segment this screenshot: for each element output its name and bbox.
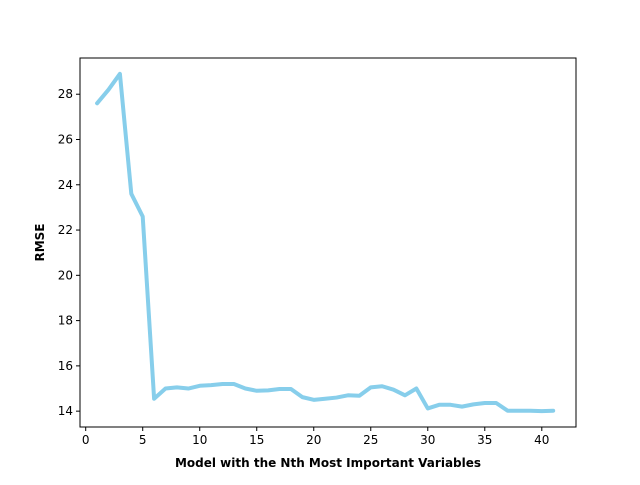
x-tick-label: 30 bbox=[420, 433, 435, 447]
x-tick-label: 35 bbox=[477, 433, 492, 447]
y-tick-label: 22 bbox=[58, 223, 73, 237]
y-tick-label: 20 bbox=[58, 268, 73, 282]
x-tick-label: 5 bbox=[139, 433, 147, 447]
y-tick-label: 14 bbox=[58, 404, 73, 418]
x-tick-label: 20 bbox=[306, 433, 321, 447]
series-line-0 bbox=[95, 71, 556, 414]
y-tick-label: 26 bbox=[58, 132, 73, 146]
x-tick-label: 10 bbox=[192, 433, 207, 447]
plot-frame bbox=[79, 57, 577, 428]
x-tick-label: 15 bbox=[249, 433, 264, 447]
y-axis-label: RMSE bbox=[33, 223, 47, 261]
x-tick-label: 0 bbox=[82, 433, 90, 447]
x-tick-label: 40 bbox=[534, 433, 549, 447]
x-tick-label: 25 bbox=[363, 433, 378, 447]
y-tick-label: 18 bbox=[58, 314, 73, 328]
x-axis-label: Model with the Nth Most Important Variab… bbox=[175, 456, 481, 470]
y-tick-label: 28 bbox=[58, 87, 73, 101]
y-tick-label: 24 bbox=[58, 178, 73, 192]
y-tick-label: 16 bbox=[58, 359, 73, 373]
